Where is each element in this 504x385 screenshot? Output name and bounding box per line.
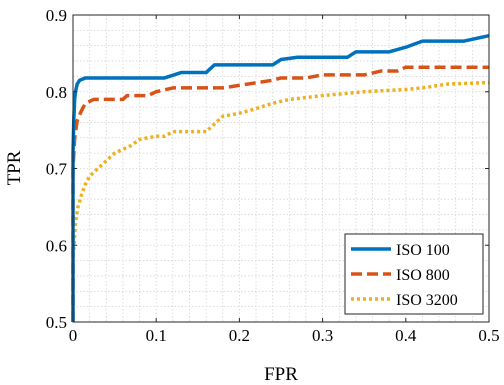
series-layer	[71, 34, 490, 322]
series-line-iso-3200	[71, 80, 490, 322]
x-tick-label: 0	[69, 326, 78, 345]
x-tick-label: 0.4	[395, 326, 417, 345]
legend-label: ISO 800	[396, 267, 450, 284]
legend: ISO 100 ISO 800 ISO 3200	[344, 233, 484, 315]
y-tick-label: 0.9	[46, 6, 67, 25]
legend-label: ISO 3200	[396, 292, 458, 309]
x-tick-label: 0.3	[312, 326, 333, 345]
x-tick-label: 0.5	[478, 326, 499, 345]
y-tick-labels: 0.5 0.6 0.7 0.8 0.9	[46, 6, 68, 332]
y-tick-label: 0.5	[46, 313, 67, 332]
series-line-iso-800	[71, 65, 489, 322]
y-tick-label: 0.7	[46, 160, 68, 179]
y-axis-label: TPR	[4, 150, 25, 185]
series-line-iso-100	[71, 34, 490, 322]
x-tick-labels: 0 0.1 0.2 0.3 0.4 0.5	[69, 326, 500, 345]
tick-marks	[72, 14, 490, 323]
x-axis-label: FPR	[264, 364, 298, 385]
x-tick-label: 0.1	[146, 326, 167, 345]
x-tick-label: 0.2	[229, 326, 250, 345]
y-tick-label: 0.8	[46, 83, 67, 102]
legend-label: ISO 100	[396, 242, 450, 259]
y-tick-label: 0.6	[46, 236, 67, 255]
